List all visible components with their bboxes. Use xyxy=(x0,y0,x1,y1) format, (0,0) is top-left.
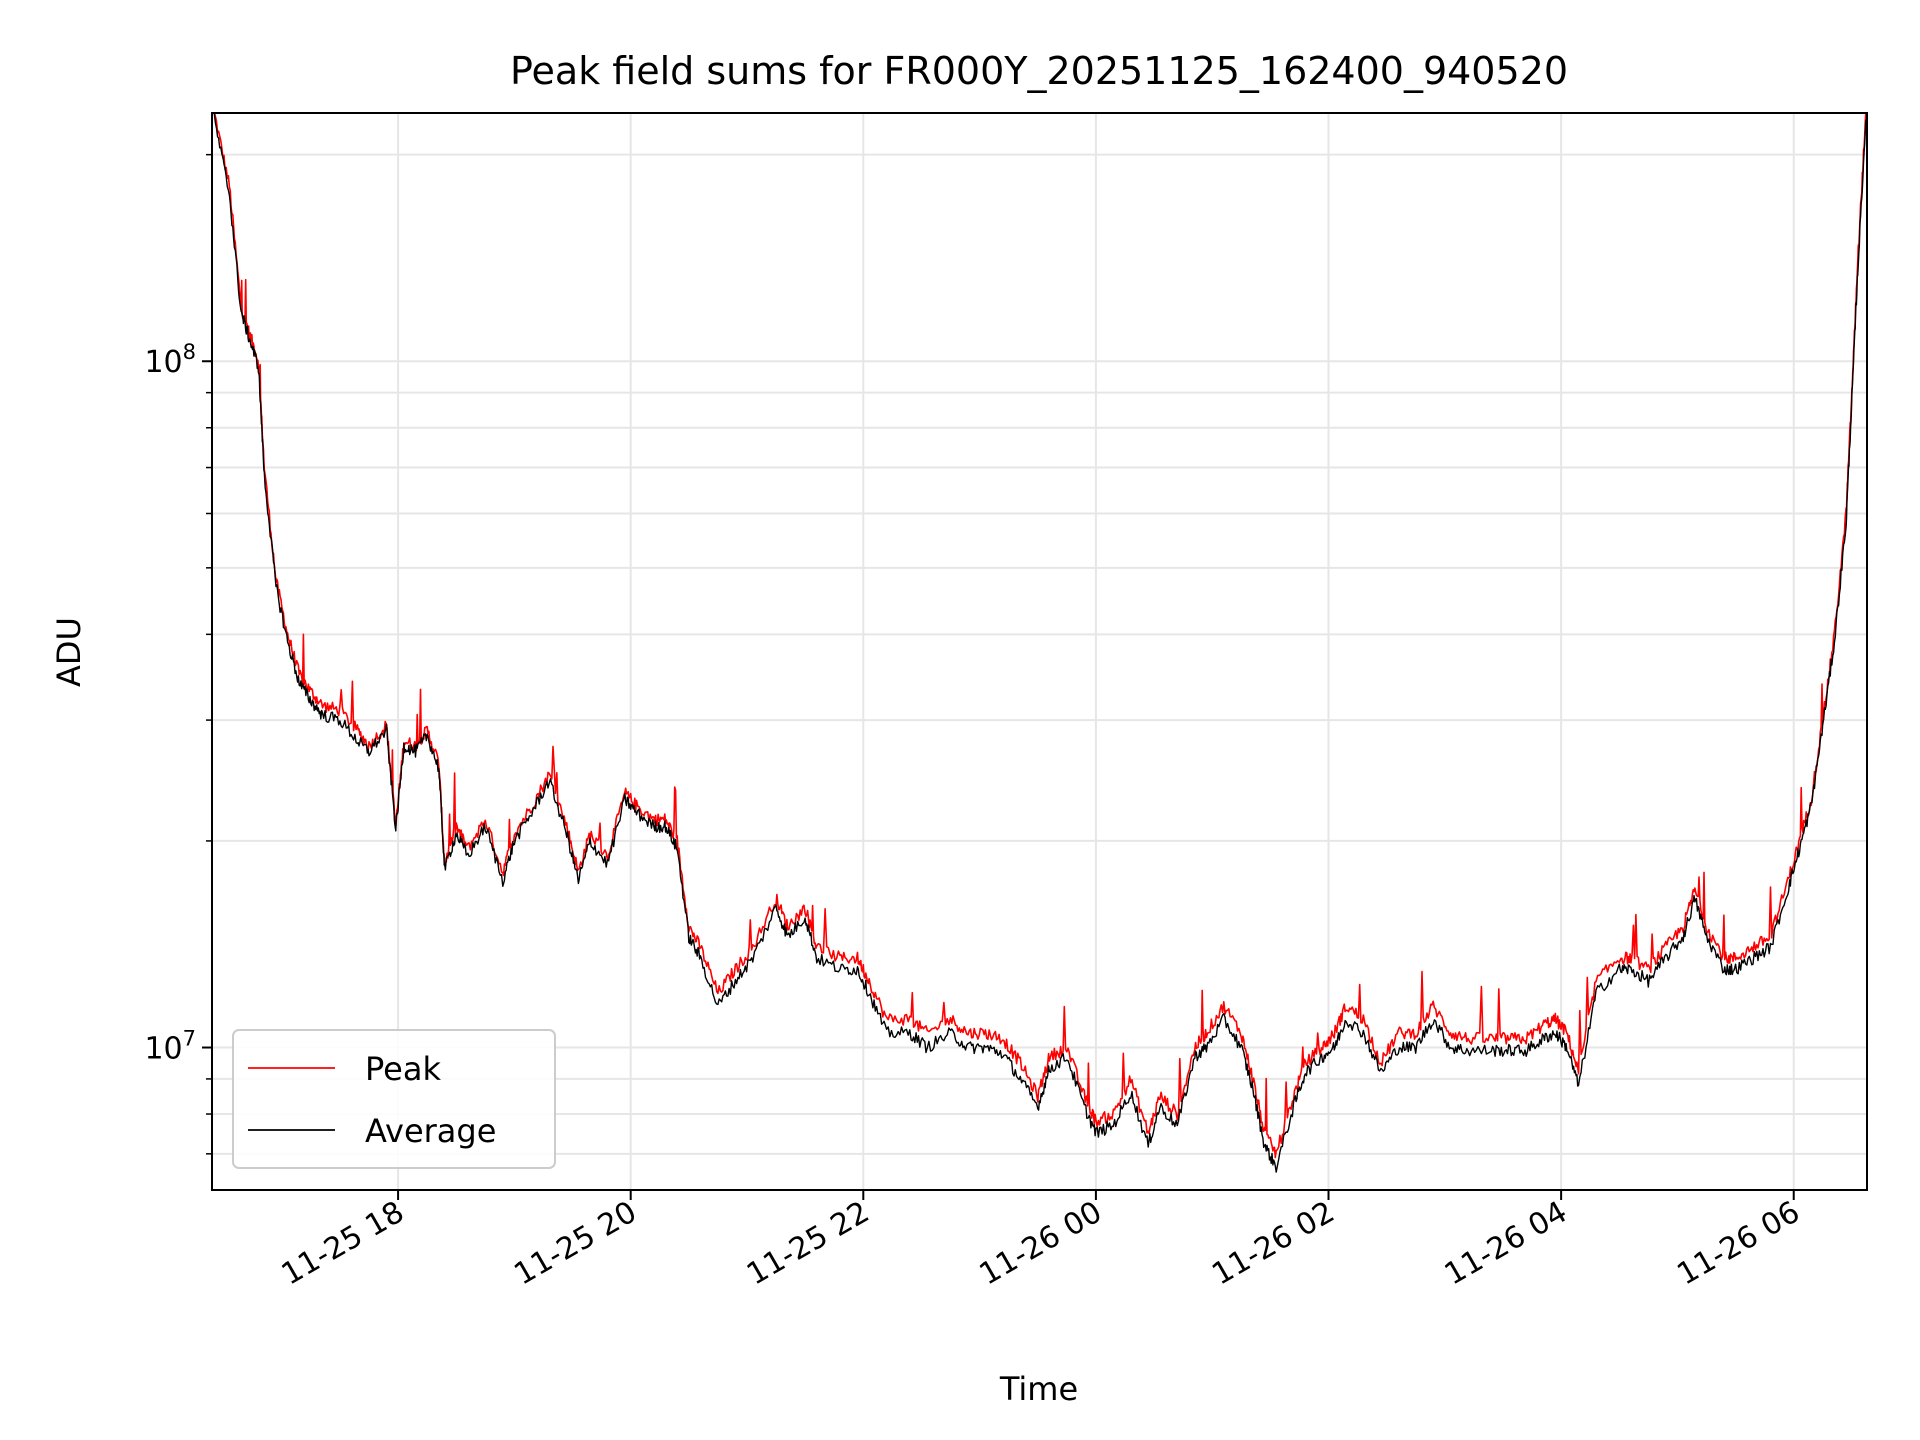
x-axis-label: Time xyxy=(999,1370,1078,1408)
y-axis: 107 108 xyxy=(144,153,212,1155)
legend-label-peak: Peak xyxy=(365,1050,441,1088)
legend: Peak Average xyxy=(232,1029,556,1169)
chart-title: Peak field sums for FR000Y_20251125_1624… xyxy=(510,49,1568,93)
y-tick-label: 107 xyxy=(144,1027,196,1067)
y-tick-label: 108 xyxy=(144,340,196,380)
series-group xyxy=(213,113,1867,1173)
peak-series-line xyxy=(213,113,1867,1159)
plot-frame xyxy=(211,112,1868,1191)
legend-box xyxy=(232,1029,556,1169)
legend-label-average: Average xyxy=(365,1112,496,1150)
average-series-line xyxy=(213,113,1867,1173)
y-axis-label: ADU xyxy=(50,617,88,687)
